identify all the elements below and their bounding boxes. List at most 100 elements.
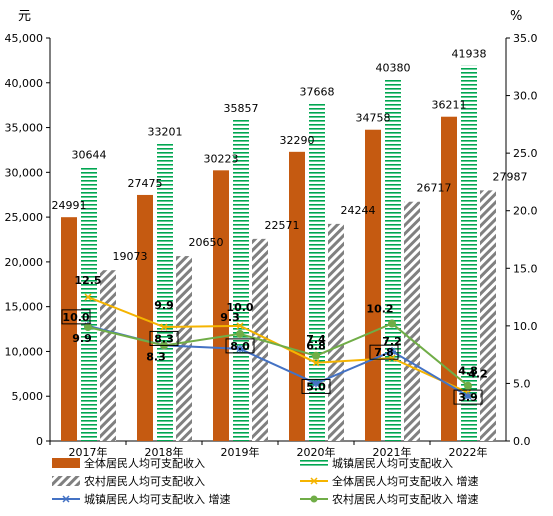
bar-value-label: 36211 xyxy=(432,99,467,112)
right-tick-label: 35.0 xyxy=(513,32,538,45)
line-value-label: 10.2 xyxy=(366,303,393,316)
legend-marker xyxy=(62,495,70,503)
bar-urban-residents xyxy=(461,65,477,442)
bar-all-residents xyxy=(61,217,77,441)
line-value-label: 8.0 xyxy=(230,340,250,353)
legend-item: 城镇居民人均可支配收入 xyxy=(300,456,453,470)
x-tick-label: 2017年 xyxy=(69,445,108,459)
boxed-label-frame xyxy=(453,389,483,405)
legend-item: 农村居民人均可支配收入 增速 xyxy=(300,492,479,506)
bar-value-label: 30223 xyxy=(204,152,239,165)
legend-swatch xyxy=(300,458,328,468)
line-value-label: 9.9 xyxy=(154,299,174,312)
left-tick-label: 0 xyxy=(36,435,43,448)
left-tick-label: 25,000 xyxy=(5,211,44,224)
boxed-label-frame xyxy=(61,309,91,325)
right-tick-label: 15.0 xyxy=(513,262,538,275)
line-rural-growth xyxy=(87,322,469,387)
bar-value-label: 30644 xyxy=(72,149,107,162)
bar-all-residents xyxy=(365,129,381,442)
line-marker-circle xyxy=(388,319,396,328)
boxed-label-frame xyxy=(149,330,179,346)
line-value-label: 4.8 xyxy=(458,365,478,378)
line-value-label: 10.0 xyxy=(62,311,89,324)
bar-rural-residents xyxy=(404,201,420,441)
line-marker-star xyxy=(312,379,320,388)
bar-rural-residents xyxy=(480,190,496,441)
left-axis-unit: 元 xyxy=(18,9,31,24)
bar-value-label: 35857 xyxy=(224,102,259,115)
x-tick-label: 2020年 xyxy=(297,445,336,459)
legend-label: 农村居民人均可支配收入 增速 xyxy=(332,492,479,506)
bar-value-label: 32290 xyxy=(280,134,315,147)
right-tick-label: 25.0 xyxy=(513,147,538,160)
bar-value-label: 27475 xyxy=(128,177,163,190)
left-tick-label: 5,000 xyxy=(12,390,44,403)
legend-marker xyxy=(310,495,318,503)
bar-rural-residents xyxy=(100,270,116,441)
bar-urban-residents xyxy=(233,119,249,441)
bar-value-label: 20650 xyxy=(189,236,224,249)
x-tick-label: 2021年 xyxy=(373,445,412,459)
boxed-label-frame xyxy=(225,338,255,354)
x-tick-label: 2018年 xyxy=(145,445,184,459)
legend-item: 全体居民人均可支配收入 xyxy=(52,456,205,470)
line-value-label: 6.8 xyxy=(306,340,326,353)
left-tick-label: 10,000 xyxy=(5,345,44,358)
left-tick-label: 35,000 xyxy=(5,122,44,135)
line-marker-star xyxy=(388,347,396,356)
bar-value-label: 22571 xyxy=(265,219,300,232)
right-axis-unit: % xyxy=(510,9,522,24)
bar-rural-residents xyxy=(176,256,192,441)
x-tick-label: 2019年 xyxy=(221,445,260,459)
bar-value-label: 24244 xyxy=(341,204,376,217)
right-tick-label: 30.0 xyxy=(513,90,538,103)
line-value-label: 10.0 xyxy=(226,301,253,314)
bar-all-residents xyxy=(137,194,153,441)
left-tick-label: 15,000 xyxy=(5,301,44,314)
bar-rural-residents xyxy=(328,223,344,441)
line-marker-cross xyxy=(312,359,320,367)
right-tick-label: 10.0 xyxy=(513,320,538,333)
bar-value-label: 41938 xyxy=(452,47,487,60)
line-marker-cross xyxy=(84,293,92,301)
line-marker-circle xyxy=(84,323,92,332)
bar-all-residents xyxy=(289,151,305,441)
line-value-label: 9.9 xyxy=(72,332,92,345)
line-value-label: 5.0 xyxy=(306,380,326,393)
legend-marker xyxy=(310,477,318,485)
bar-value-label: 34758 xyxy=(356,112,391,125)
x-tick-label: 2022年 xyxy=(449,445,488,459)
legend-item: 农村居民人均可支配收入 xyxy=(52,474,205,488)
line-marker-cross xyxy=(236,322,244,330)
line-marker-star xyxy=(236,344,244,353)
left-tick-label: 30,000 xyxy=(5,166,44,179)
left-tick-label: 20,000 xyxy=(5,256,44,269)
bar-value-label: 19073 xyxy=(113,250,148,263)
legend-item: 全体居民人均可支配收入 增速 xyxy=(300,474,479,488)
legend-label: 城镇居民人均可支配收入 增速 xyxy=(84,492,231,506)
line-value-label: 9.3 xyxy=(220,311,240,324)
legend-label: 全体居民人均可支配收入 xyxy=(84,456,205,470)
line-marker-cross xyxy=(160,323,168,331)
bar-value-label: 27987 xyxy=(493,170,528,183)
line-marker-circle xyxy=(236,329,244,338)
right-tick-label: 0.0 xyxy=(513,435,531,448)
legend-swatch xyxy=(52,458,80,468)
bar-all-residents xyxy=(441,116,457,441)
line-marker-circle xyxy=(464,381,472,390)
legend-label: 农村居民人均可支配收入 xyxy=(84,474,205,488)
right-tick-label: 5.0 xyxy=(513,377,531,390)
line-value-label: 7.4 xyxy=(306,333,326,346)
bar-urban-residents xyxy=(385,79,401,441)
right-tick-label: 20.0 xyxy=(513,205,538,218)
line-marker-star xyxy=(464,392,472,401)
line-value-label: 3.9 xyxy=(458,391,478,404)
line-marker-circle xyxy=(312,351,320,360)
left-tick-label: 40,000 xyxy=(5,77,44,90)
legend-item: 城镇居民人均可支配收入 增速 xyxy=(52,492,231,506)
legend-label: 全体居民人均可支配收入 增速 xyxy=(332,474,479,488)
line-value-label: 8.3 xyxy=(146,350,166,363)
legend-label: 城镇居民人均可支配收入 xyxy=(332,456,453,470)
